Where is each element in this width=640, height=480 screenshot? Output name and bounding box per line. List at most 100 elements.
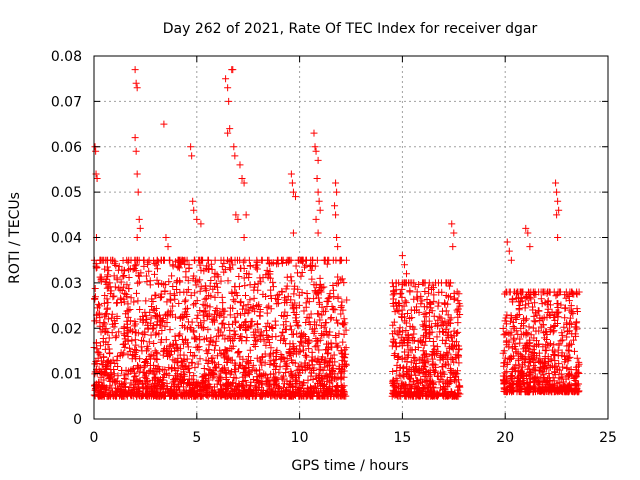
data-point [226,326,234,334]
data-point [103,304,111,312]
data-point [96,351,104,359]
data-point [235,381,243,389]
data-point [213,313,221,321]
data-point [312,337,320,345]
data-point [330,293,338,301]
data-point [142,272,150,280]
data-point [217,368,225,376]
data-point [263,377,271,385]
data-point [168,272,176,280]
data-point [249,376,257,383]
data-point [266,339,274,347]
data-point [337,310,345,318]
data-point [265,352,273,360]
data-point [198,323,206,331]
data-point [219,331,227,339]
data-point [250,294,258,302]
data-point [164,353,172,361]
data-point [292,262,300,270]
data-point [134,297,142,305]
data-point [169,282,177,290]
data-point [272,333,280,341]
y-tick-label: 0.05 [51,185,82,201]
data-point [117,278,125,286]
data-point [114,372,122,380]
data-point [235,380,243,388]
data-point [282,365,290,373]
data-point [287,273,295,281]
data-point [257,358,265,366]
data-point [296,333,304,341]
data-point [128,337,136,345]
data-point [325,331,333,339]
data-point [296,383,304,391]
data-point [332,340,340,348]
data-point [316,316,324,324]
x-tick-label: 15 [393,430,411,446]
data-point [305,336,313,344]
data-point [168,383,176,391]
data-point [105,267,113,275]
data-point [282,318,290,326]
data-point [184,277,192,285]
data-point [255,332,263,340]
data-point [261,350,269,358]
y-tick-label: 0.03 [51,276,82,292]
data-point [283,273,291,281]
y-tick-label: 0 [73,412,82,428]
y-tick-label: 0.02 [51,321,82,337]
data-point [243,333,251,341]
data-point [123,317,131,325]
data-point [315,294,323,302]
data-point [254,326,262,334]
data-point [173,285,181,293]
data-point [253,337,261,345]
data-point [233,256,241,264]
data-point [228,288,236,296]
data-point [253,302,261,310]
data-point [253,367,261,375]
data-point [201,295,209,303]
data-point [143,378,151,386]
x-tick-label: 0 [90,430,99,446]
data-point [290,330,298,338]
data-point [151,270,159,278]
data-point [195,346,203,354]
data-point [112,261,120,269]
data-point [95,300,103,308]
data-point [298,289,306,297]
data-point [241,282,249,290]
data-point [243,324,251,332]
data-point [190,272,198,280]
data-point [152,331,160,339]
data-point [100,299,108,307]
data-point [231,359,239,367]
data-point [110,272,118,280]
data-point [333,280,341,288]
data-point [152,349,160,357]
data-point [156,294,164,302]
data-point [245,353,253,361]
data-point [182,268,190,276]
data-point [174,364,182,372]
data-point [204,349,212,357]
data-point [213,332,221,340]
data-point [327,314,335,322]
data-point [165,351,173,359]
data-point [280,354,288,362]
data-point [123,256,131,264]
data-point [287,367,295,375]
data-point [124,300,132,308]
data-point [197,283,205,291]
data-point [224,277,232,285]
data-point [245,273,253,281]
data-point [304,376,312,384]
data-point [213,352,221,360]
data-point [241,309,249,317]
data-point [292,314,300,322]
data-point [166,326,174,334]
x-tick-label: 20 [496,430,514,446]
data-point [169,340,177,348]
data-point [277,332,285,340]
